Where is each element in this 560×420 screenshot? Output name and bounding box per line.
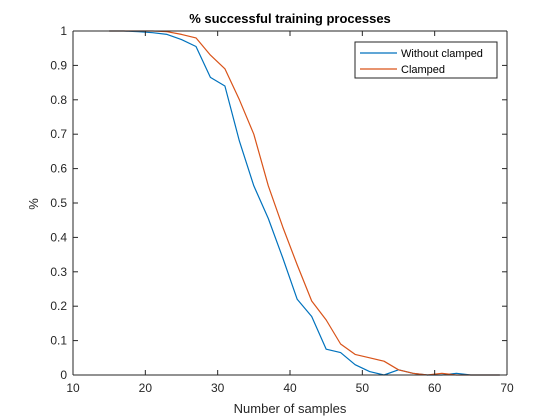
y-tick-label: 0.3	[50, 265, 67, 279]
x-tick-label: 10	[66, 381, 80, 395]
y-tick-label: 0.9	[50, 58, 67, 72]
x-tick-label: 40	[283, 381, 297, 395]
y-tick-label: 0.2	[50, 299, 67, 313]
legend-label-2: Clamped	[401, 64, 445, 76]
x-axis-label: Number of samples	[234, 401, 347, 416]
x-tick-label: 30	[211, 381, 225, 395]
y-tick-label: 0.1	[50, 334, 67, 348]
x-tick-label: 70	[500, 381, 514, 395]
y-tick-label: 0.4	[50, 230, 67, 244]
x-tick-label: 60	[428, 381, 442, 395]
plot-area	[73, 31, 507, 375]
y-tick-label: 0.6	[50, 162, 67, 176]
y-tick-label: 0.7	[50, 127, 67, 141]
x-tick-label: 20	[139, 381, 153, 395]
y-tick-label: 0.5	[50, 196, 67, 210]
y-tick-label: 0.8	[50, 93, 67, 107]
legend: Without clamped Clamped	[355, 42, 497, 78]
y-tick-label: 1	[60, 24, 67, 38]
x-tick-label: 50	[356, 381, 370, 395]
chart-title: % successful training processes	[189, 11, 391, 26]
legend-label-1: Without clamped	[401, 48, 483, 60]
y-tick-label: 0	[60, 368, 67, 382]
y-axis-label: %	[26, 198, 41, 210]
